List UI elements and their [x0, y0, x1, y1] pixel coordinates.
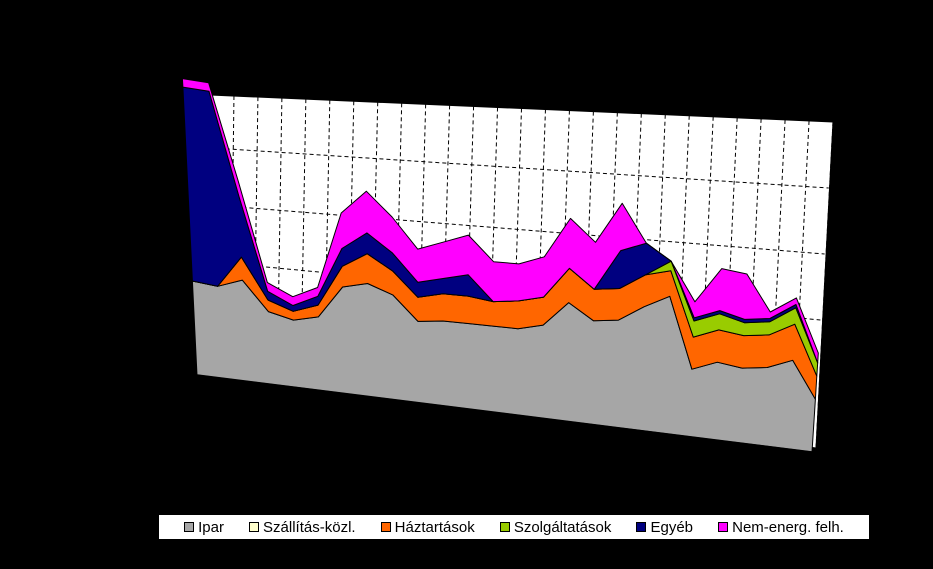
legend-label: Háztartások — [394, 518, 475, 536]
chart-floor-edge — [196, 374, 813, 453]
legend-label: Egyéb — [650, 518, 694, 536]
legend-label: Ipar — [198, 518, 224, 536]
gridline-horizontal — [197, 146, 829, 189]
gridline-vertical — [815, 121, 834, 449]
chart-legend: Ipar Szállítás-közl. Háztartások Szolgáltat… — [158, 514, 870, 540]
legend-label: Szállítás-közl. — [263, 518, 356, 536]
chart-series-areas — [181, 78, 819, 453]
gridline-horizontal — [200, 203, 825, 255]
legend-item: Egyéb — [636, 519, 693, 536]
gridline-vertical — [721, 117, 738, 436]
legend-item: Háztartások — [380, 518, 475, 536]
legend-swatch — [380, 522, 391, 532]
legend-label: Nem-energ. felh. — [732, 518, 844, 536]
legend-swatch — [718, 522, 729, 532]
legend-swatch — [184, 522, 195, 532]
legend-item: Nem-energ. felh. — [718, 519, 844, 536]
legend-item: Szállítás-közl. — [249, 519, 356, 536]
gridline-vertical — [792, 120, 810, 445]
legend-swatch — [249, 522, 260, 532]
legend-swatch — [636, 522, 647, 532]
legend-item: Ipar — [184, 519, 224, 536]
legend-label: Szolgáltatások — [513, 518, 612, 536]
legend-swatch — [499, 522, 510, 532]
gridline-vertical — [253, 97, 259, 372]
legend-item: Szolgáltatások — [499, 518, 612, 536]
series-area-nem-energ-felh — [181, 78, 819, 364]
